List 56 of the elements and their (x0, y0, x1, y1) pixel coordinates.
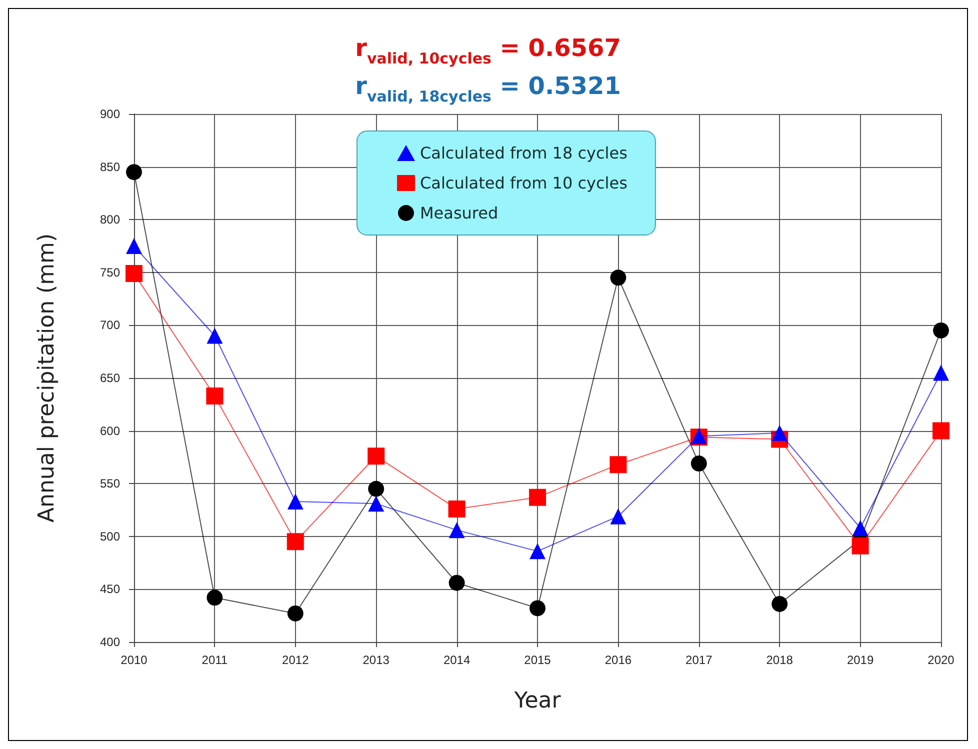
y-tick-label: 400 (100, 635, 120, 649)
x-axis-title: Year (513, 688, 562, 714)
point (126, 264, 142, 282)
y-tick-label: 500 (100, 529, 120, 544)
point (610, 270, 626, 286)
point (287, 494, 304, 510)
y-tick-label: 600 (100, 424, 120, 438)
point (530, 600, 546, 616)
x-tick-label: 2011 (202, 653, 228, 667)
point (448, 522, 465, 538)
x-tick-label: 2014 (443, 653, 470, 667)
point (206, 328, 223, 344)
point (610, 508, 626, 524)
point (206, 387, 224, 404)
point (933, 322, 949, 338)
x-tick-label: 2016 (604, 653, 632, 667)
point (530, 543, 546, 560)
point (690, 456, 707, 472)
x-tick-label: 2018 (766, 653, 794, 667)
point (368, 448, 385, 465)
point (287, 605, 304, 622)
x-tick-label: 2017 (686, 653, 713, 667)
x-tick-label: 2020 (928, 653, 955, 667)
x-tick-label: 2019 (846, 653, 874, 667)
point (368, 496, 384, 512)
x-tick-label: 2010 (120, 653, 148, 667)
point (126, 164, 142, 180)
point (286, 533, 304, 550)
y-tick-label: 650 (100, 371, 120, 385)
y-tick-label: 800 (100, 212, 120, 227)
y-tick-label: 450 (100, 582, 120, 596)
point (852, 537, 869, 554)
x-tick-label: 2015 (524, 653, 552, 667)
y-tick-label: 750 (100, 265, 120, 280)
y-tick-label: 900 (100, 107, 120, 121)
point (772, 596, 788, 612)
point (610, 456, 627, 474)
x-tick-label: 2013 (362, 653, 390, 667)
legend-label: Calculated from 18 cycles (420, 144, 628, 162)
y-axis-title: Annual precipitation (mm) (34, 233, 60, 523)
point (206, 590, 223, 606)
point (852, 520, 868, 536)
y-tick-label: 700 (100, 318, 120, 332)
point (368, 480, 384, 497)
point (933, 364, 949, 381)
point (126, 238, 142, 254)
legend-label: Measured (420, 204, 498, 222)
point (932, 422, 950, 440)
point (448, 500, 466, 518)
x-tick-label: 2012 (282, 653, 310, 667)
legend-label: Calculated from 10 cycles (420, 174, 628, 192)
point (448, 574, 465, 591)
point (529, 488, 546, 506)
point (772, 424, 788, 441)
y-tick-label: 850 (100, 160, 120, 174)
y-tick-label: 550 (100, 476, 120, 491)
